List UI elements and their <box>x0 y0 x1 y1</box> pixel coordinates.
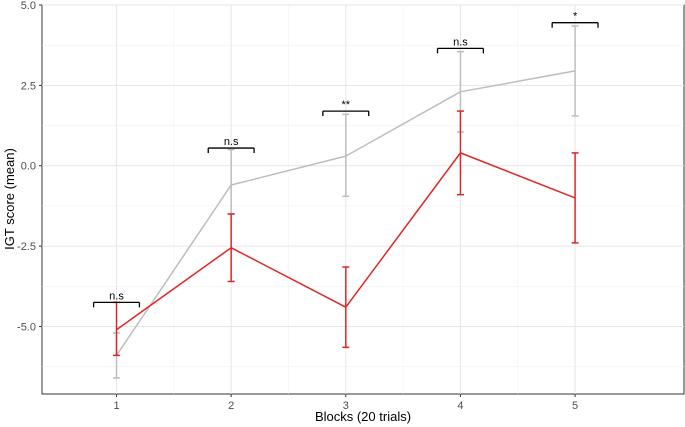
series-2 <box>113 110 579 357</box>
y-tick-label: 5.0 <box>21 0 36 12</box>
series-line <box>115 70 576 356</box>
series-1 <box>113 25 579 379</box>
significance-annotations: n.s n.s ** n.s * <box>92 11 599 308</box>
x-axis-ticks: 1 2 3 4 5 <box>113 394 578 412</box>
significance-label: n.s <box>224 136 239 148</box>
significance-label: * <box>573 11 578 23</box>
y-axis-ticks: 5.0 2.5 0.0 -2.5 -5.0 <box>17 0 42 333</box>
x-tick-label: 2 <box>228 400 234 412</box>
x-tick-label: 3 <box>343 400 349 412</box>
significance-bracket: * <box>551 11 599 28</box>
significance-bracket: n.s <box>207 136 255 154</box>
significance-bracket: ** <box>322 99 370 117</box>
y-axis-title: IGT score (mean) <box>2 148 17 250</box>
x-tick-label: 4 <box>457 400 463 412</box>
significance-label: n.s <box>109 290 124 302</box>
y-tick-label: -5.0 <box>17 321 36 333</box>
significance-label: ** <box>342 99 351 111</box>
series-line <box>116 152 576 331</box>
significance-label: n.s <box>453 36 468 48</box>
y-tick-label: 2.5 <box>21 80 36 92</box>
y-tick-label: 0.0 <box>21 161 36 173</box>
significance-bracket: n.s <box>92 290 141 308</box>
x-tick-label: 5 <box>572 400 578 412</box>
grid <box>42 4 684 394</box>
y-tick-label: -2.5 <box>17 241 36 253</box>
x-tick-label: 1 <box>113 400 119 412</box>
plot-panel <box>41 4 685 395</box>
significance-bracket: n.s <box>436 36 485 54</box>
x-axis-title: Blocks (20 trials) <box>315 409 411 424</box>
series-layer <box>113 25 579 379</box>
